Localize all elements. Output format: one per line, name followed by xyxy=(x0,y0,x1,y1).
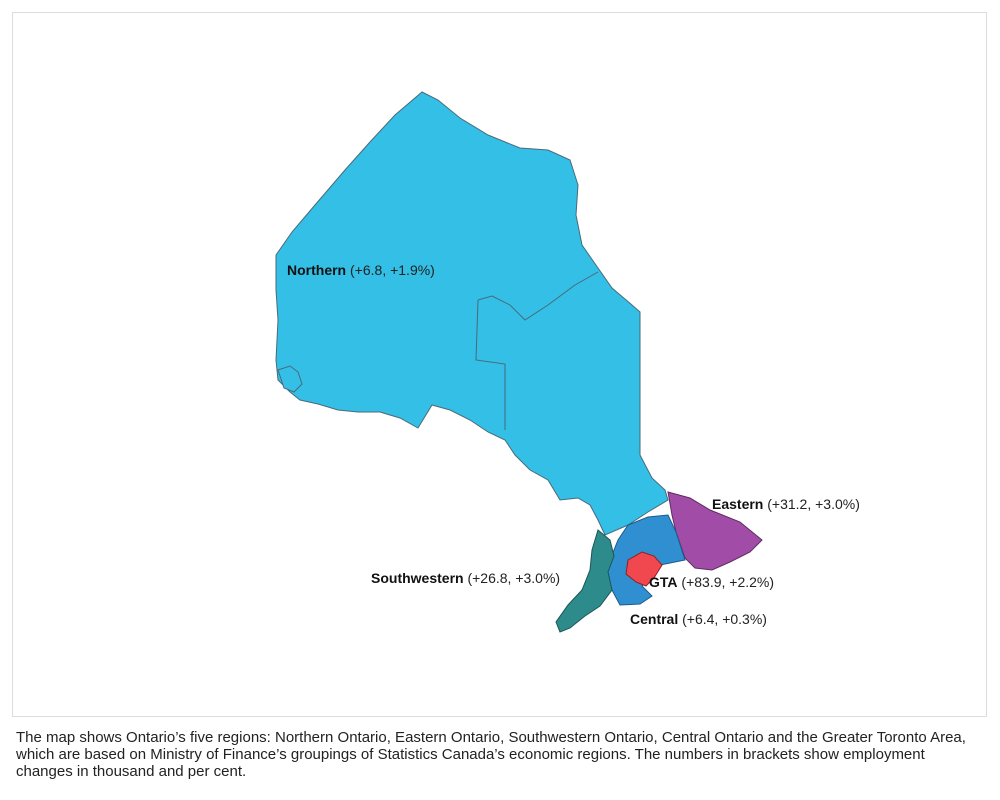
district-boundary-line xyxy=(475,299,506,430)
region-gta xyxy=(625,551,663,587)
label-northern: Northern (+6.8, +1.9%) xyxy=(287,262,435,278)
region-northern xyxy=(275,91,669,536)
label-eastern: Eastern (+31.2, +3.0%) xyxy=(712,496,860,512)
district-boundary-line xyxy=(477,271,599,321)
label-central: Central (+6.4, +0.3%) xyxy=(630,611,767,627)
map-caption: The map shows Ontario’s five regions: No… xyxy=(16,729,966,780)
label-southwestern: Southwestern (+26.8, +3.0%) xyxy=(371,570,561,586)
region-southwestern xyxy=(555,529,615,633)
lake-islands xyxy=(277,365,303,393)
label-gta: GTA (+83.9, +2.2%) xyxy=(649,574,775,590)
